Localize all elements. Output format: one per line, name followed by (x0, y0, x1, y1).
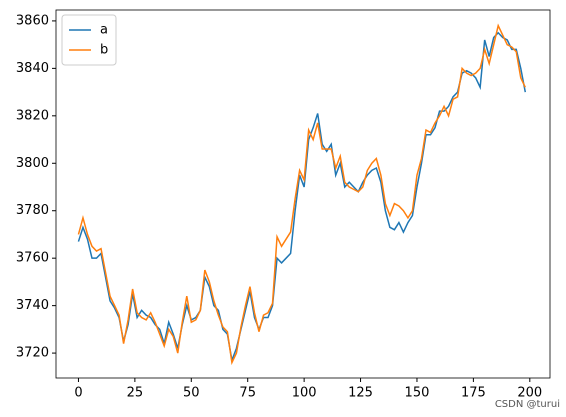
x-tick-label: 25 (127, 386, 144, 401)
watermark: CSDN @turui (495, 399, 560, 410)
y-tick-label: 3800 (16, 156, 49, 171)
legend-box (61, 14, 117, 66)
x-tick-label: 0 (74, 386, 82, 401)
y-tick-label: 3840 (16, 61, 49, 76)
legend-label: a (100, 23, 108, 38)
x-tick-label: 50 (183, 386, 200, 401)
plot-frame (55, 9, 551, 379)
y-tick-label: 3720 (16, 346, 49, 361)
x-tick-label: 75 (239, 386, 256, 401)
y-tick-label: 3820 (16, 108, 49, 123)
x-tick-label: 200 (517, 386, 542, 401)
legend-label: b (100, 43, 108, 58)
y-tick-label: 3780 (16, 203, 49, 218)
y-tick-label: 3740 (16, 298, 49, 313)
y-tick-label: 3760 (16, 251, 49, 266)
x-tick-label: 175 (461, 386, 486, 401)
y-tick-label: 3860 (16, 13, 49, 28)
x-tick-label: 125 (348, 386, 373, 401)
x-tick-label: 100 (292, 386, 317, 401)
line-series (77, 31, 527, 364)
line-series (77, 23, 526, 366)
x-tick-label: 150 (405, 386, 430, 401)
